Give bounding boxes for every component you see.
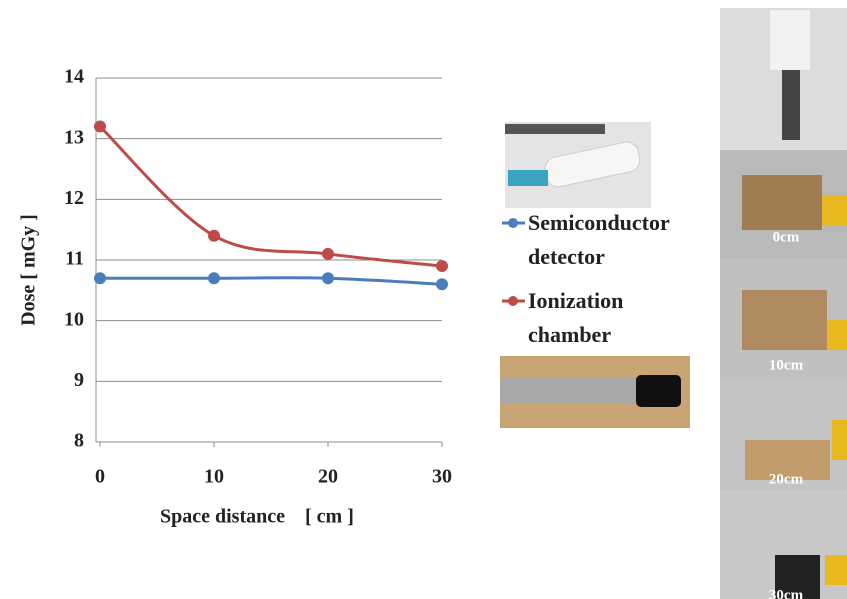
data-point <box>322 248 334 260</box>
page: Dose [ mGy ] Space distance [ cm ] 8 9 10 1… <box>0 0 847 599</box>
legend-label: Ionization chamber <box>528 284 708 352</box>
y-tick-label: 14 <box>64 66 84 88</box>
legend-marker <box>508 296 518 306</box>
x-tick-label: 30 <box>432 466 452 488</box>
data-point <box>208 272 220 284</box>
x-axis-title: Space distance [ cm ] <box>160 506 354 528</box>
photo-label: 0cm <box>773 229 800 245</box>
device-photo <box>505 122 651 208</box>
data-point <box>436 260 448 272</box>
device-photo <box>500 356 690 428</box>
series-line <box>100 278 442 285</box>
data-point <box>436 278 448 290</box>
photo-label: 10cm <box>769 357 804 373</box>
photo-label: 30cm <box>769 587 804 599</box>
y-tick-label: 13 <box>64 126 84 148</box>
y-tick-label: 11 <box>65 248 84 270</box>
x-tick-label: 0 <box>95 466 105 488</box>
y-tick-label: 9 <box>74 369 84 391</box>
x-tick-label: 20 <box>318 466 338 488</box>
data-point <box>208 230 220 242</box>
x-tick-label: 10 <box>204 466 224 488</box>
chart: Dose [ mGy ] Space distance [ cm ] 8 9 10 1… <box>0 0 847 599</box>
y-tick-label: 8 <box>74 430 84 452</box>
data-point <box>94 272 106 284</box>
legend-label: Semiconductor detector <box>528 206 708 274</box>
setup-photo <box>720 8 847 599</box>
legend-marker <box>508 218 518 228</box>
y-tick-label: 12 <box>64 187 84 209</box>
data-point <box>322 272 334 284</box>
y-tick-label: 10 <box>64 308 84 330</box>
photo-label: 20cm <box>769 471 804 487</box>
data-point <box>94 121 106 133</box>
series-line <box>100 127 442 267</box>
y-axis-title: Dose [ mGy ] <box>18 214 40 326</box>
